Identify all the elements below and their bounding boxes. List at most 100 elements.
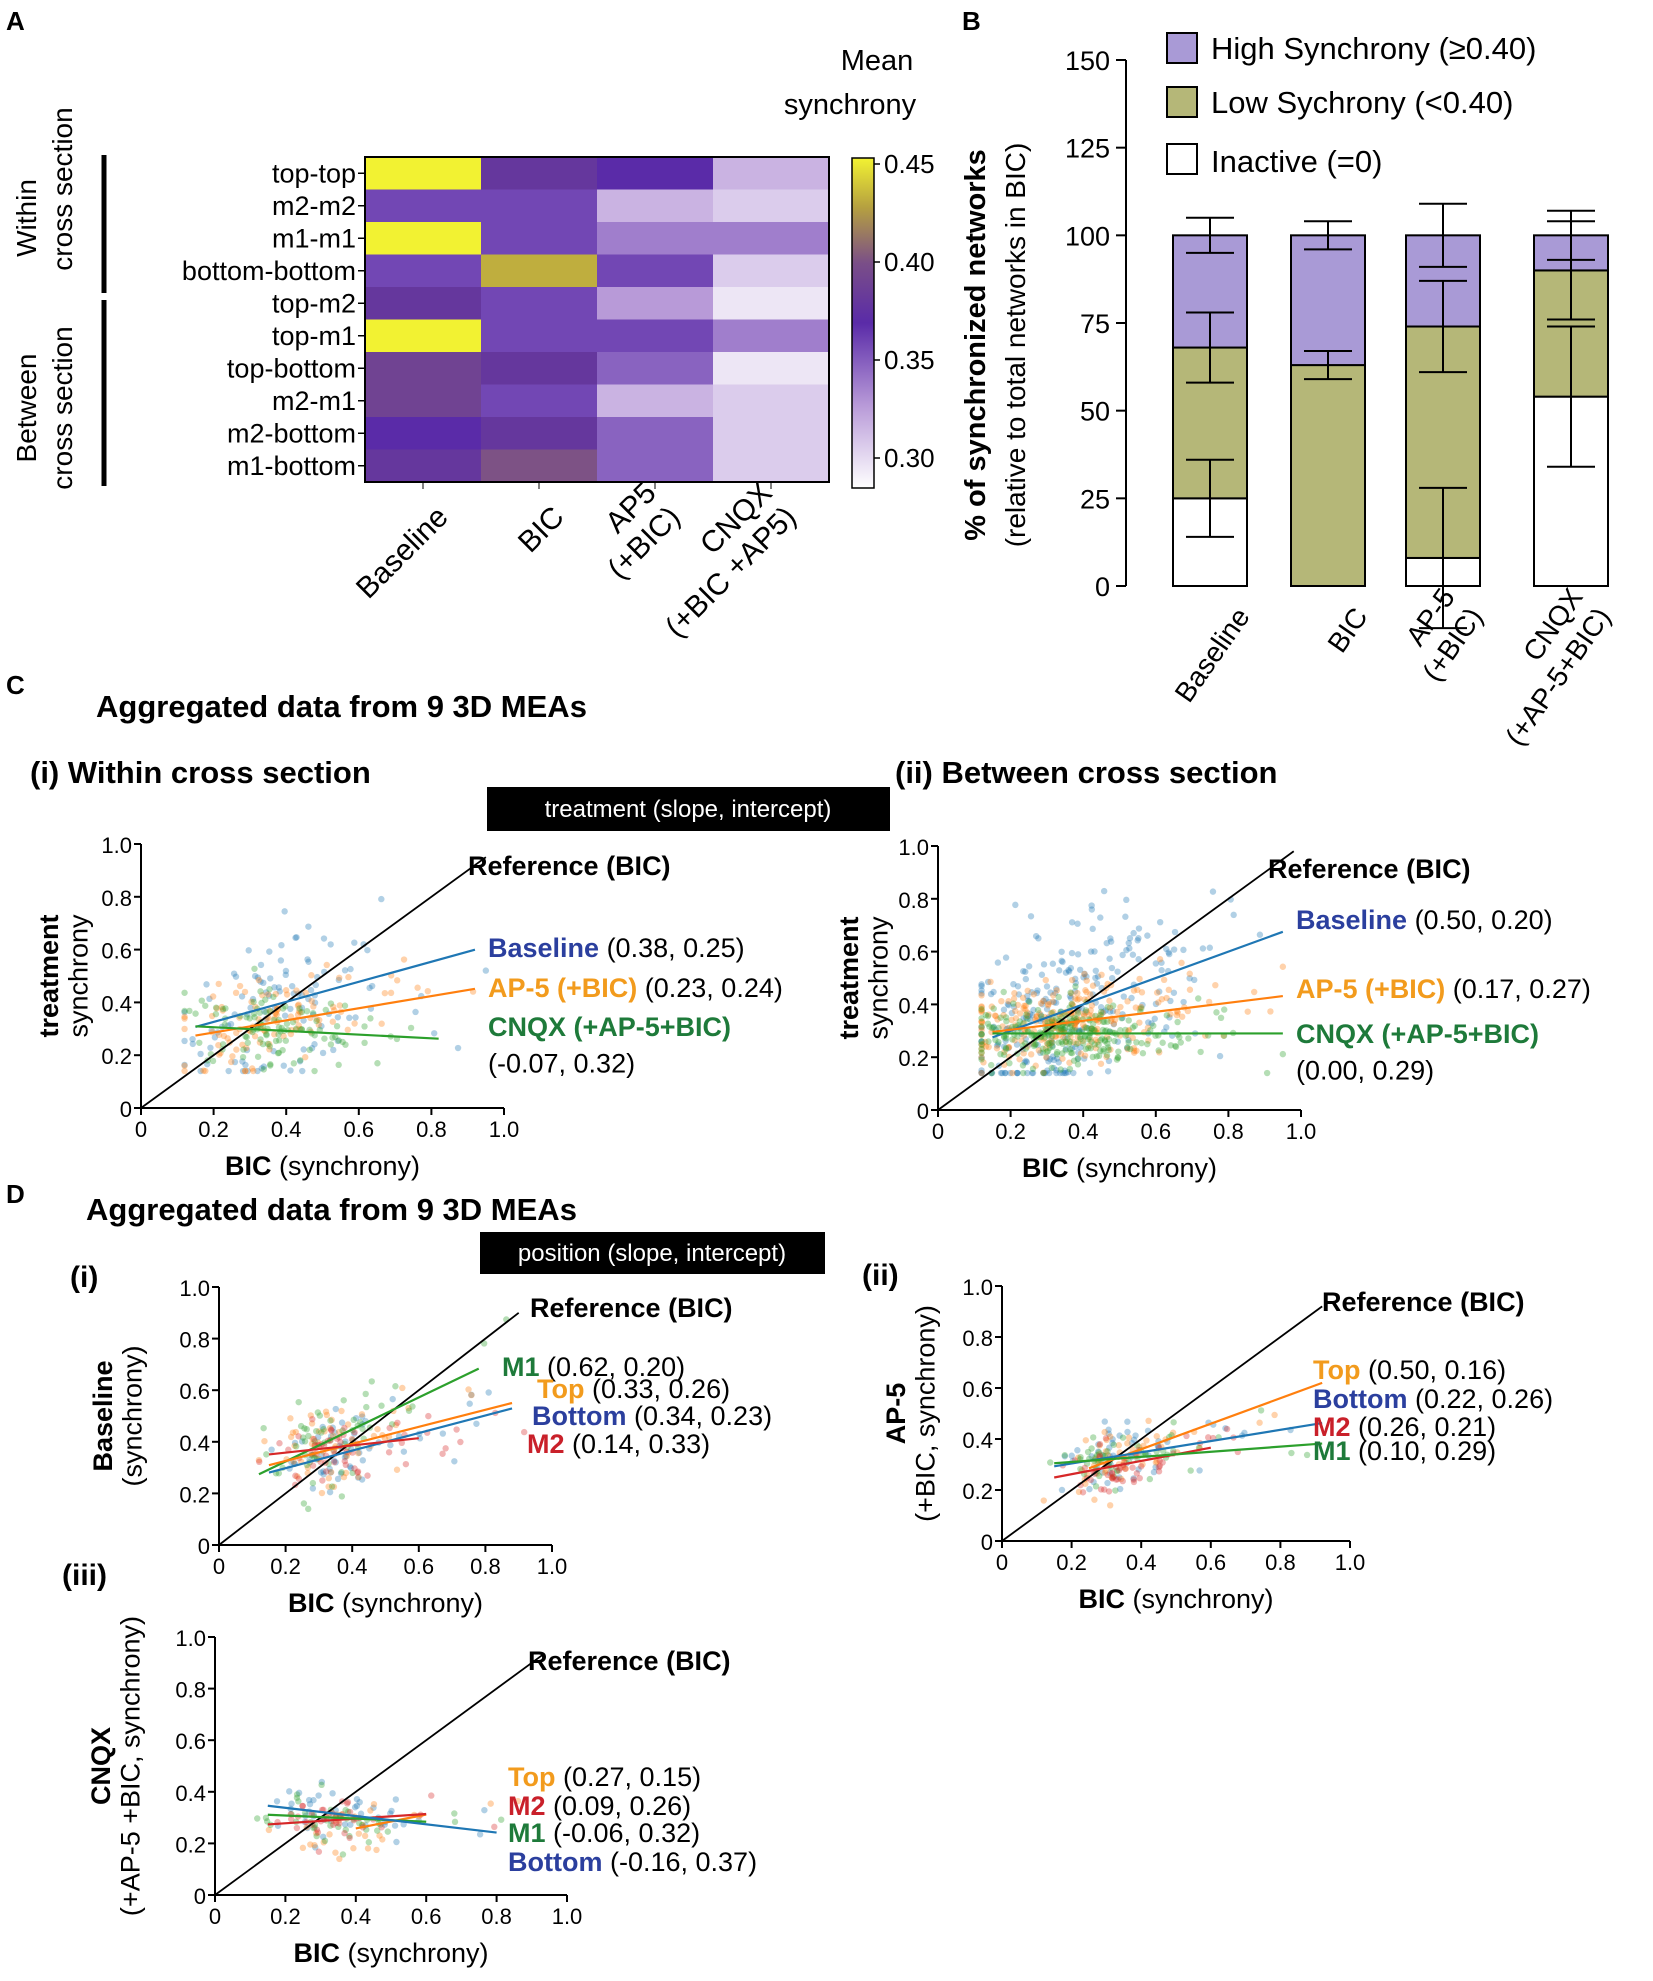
fit-label-name: Bottom [532,1401,626,1431]
fit-label-name: M2 [1313,1412,1351,1442]
data-point [1096,1442,1103,1449]
data-point [1095,1441,1102,1448]
data-point [181,1025,188,1033]
data-point [978,1023,985,1030]
data-point [1008,1016,1015,1024]
data-point [1005,1044,1012,1052]
data-point [1180,946,1187,954]
data-point [1049,1043,1056,1051]
data-point [1060,1034,1067,1041]
data-point [1133,1047,1140,1054]
data-point [1104,1018,1111,1025]
data-point [332,1459,339,1466]
data-point [1051,999,1058,1006]
reference-label: Reference (BIC) [528,1646,731,1676]
data-point [378,1020,385,1027]
group-between-line2: cross section [47,326,78,489]
data-point [978,1038,985,1045]
data-point [1092,1483,1100,1490]
data-point [1205,998,1213,1006]
heatmap-cell [597,417,714,450]
data-point [334,1475,342,1483]
data-point [978,1041,985,1048]
data-point [1030,1006,1037,1014]
data-point [1136,975,1143,983]
data-point [1020,1050,1027,1057]
data-point [1046,1069,1053,1077]
data-point [323,961,330,969]
heatmap-row-label: m1-m1 [272,223,356,253]
heatmap-cell [365,222,482,255]
data-point [294,1002,302,1009]
data-point [1256,1419,1263,1426]
data-point [1068,1000,1076,1008]
data-point [979,1041,986,1048]
reference-line [214,1654,543,1896]
data-point [206,995,213,1003]
data-point [1037,1000,1045,1007]
fit-label-values: (0.00, 0.29) [1296,1055,1434,1085]
data-point [387,989,395,997]
data-point [1062,969,1070,976]
data-point [1074,951,1082,958]
bar-segment [1533,395,1609,588]
data-point [298,1008,306,1016]
data-point [1074,1033,1081,1041]
data-point [308,997,315,1005]
data-point [1037,1011,1044,1019]
data-point [291,1439,299,1447]
data-point [330,1457,338,1464]
data-point [988,1061,995,1069]
data-point [1125,1039,1132,1046]
fit-line [268,1437,419,1456]
fit-label: Bottom (-0.16, 0.37) [508,1847,757,1877]
data-point [995,1038,1002,1046]
data-point [271,1031,278,1038]
data-point [244,1067,251,1075]
data-point [287,1030,295,1038]
data-point [414,984,421,991]
data-point [1059,1055,1066,1062]
data-point [978,1054,985,1061]
data-point [978,1049,985,1056]
data-point [1053,987,1060,994]
heatmap-cells [365,157,830,483]
data-point [244,1039,252,1046]
data-point [1083,973,1090,980]
panel-d-key-text: position (slope, intercept) [518,1240,786,1267]
fit-label-name: Baseline [1296,905,1407,935]
data-point [336,1820,343,1827]
data-point [1054,1055,1061,1062]
panel-c-sub-i: (i) Within cross section [30,755,371,790]
data-point [1106,1004,1114,1011]
heatmap-cell [365,417,482,450]
data-point [1139,1050,1147,1057]
data-point [978,1054,985,1061]
data-point [1074,1454,1082,1461]
data-point [1029,1065,1037,1073]
data-point [1039,1001,1046,1008]
y-tick-label: 1.0 [962,1275,993,1300]
data-point [392,1421,400,1429]
data-point [1079,1037,1086,1045]
data-point [1005,998,1012,1005]
data-point [1095,1052,1103,1060]
data-point [1165,986,1172,994]
fit-line [268,1401,513,1467]
data-point [1072,979,1079,987]
data-point [241,988,249,996]
heatmap-cell [713,254,830,288]
data-point [453,1426,460,1433]
data-point [1002,1044,1010,1052]
data-point [428,1792,435,1799]
data-point [1106,997,1113,1004]
data-point [302,989,309,997]
data-point [311,1438,318,1445]
x-tick-label: 1.0 [489,1117,520,1142]
data-point [1097,1008,1105,1016]
data-point [282,1037,290,1044]
fit-label-name: AP-5 (+BIC) [1296,974,1445,1004]
fit-label: M2 (0.14, 0.33) [527,1429,710,1459]
bar-segment [1290,234,1366,367]
data-point [243,1044,250,1052]
